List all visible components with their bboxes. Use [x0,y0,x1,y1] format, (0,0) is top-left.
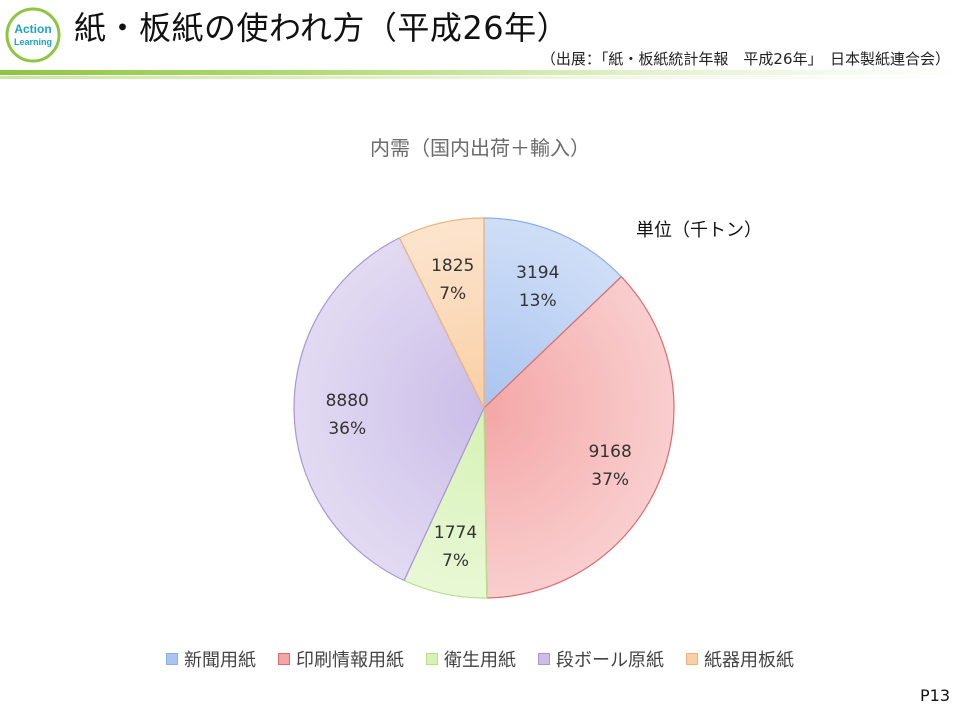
legend-item-sanitary: 衛生用紙 [426,646,516,672]
source-citation: （出展：「紙・板紙統計年報 平成26年」 日本製紙連合会） [540,50,950,68]
pie-slice-printing-info [483,275,675,599]
legend-item-paperboard: 紙器用板紙 [686,646,794,672]
legend-label-newsprint: 新聞用紙 [184,650,256,671]
pie-slice-newsprint [483,217,623,410]
legend-item-newsprint: 新聞用紙 [166,646,256,672]
slice-value-label-paperboard: 1825 [431,256,474,276]
legend-swatch-printing-info [278,653,290,665]
slice-percent-label-paperboard: 7% [439,284,466,304]
chart-title: 内需（国内出荷＋輸入） [370,136,590,160]
legend-item-corrugated: 段ボール原紙 [538,646,664,672]
pie-slice-paperboard [398,217,485,409]
legend-label-printing-info: 印刷情報用紙 [296,650,404,671]
chart-legend: 新聞用紙 印刷情報用紙 衛生用紙 段ボール原紙 紙器用板紙 [0,646,960,672]
legend-label-corrugated: 段ボール原紙 [556,650,664,671]
pie-slice-corrugated [293,237,485,582]
slice-value-label-corrugated: 8880 [326,391,369,411]
slice-value-label-sanitary: 1774 [434,523,477,543]
legend-swatch-newsprint [166,653,178,665]
header-divider [0,70,960,79]
slice-percent-label-corrugated: 36% [328,419,366,439]
legend-label-paperboard: 紙器用板紙 [704,650,794,671]
action-learning-logo: Action Learning [5,7,61,63]
svg-text:Learning: Learning [14,37,52,47]
legend-item-printing-info: 印刷情報用紙 [278,646,404,672]
legend-swatch-paperboard [686,653,698,665]
legend-swatch-corrugated [538,653,550,665]
slice-percent-label-sanitary: 7% [442,551,469,571]
slice-percent-label-printing-info: 37% [591,470,629,490]
slice-percent-label-newsprint: 13% [519,291,557,311]
page-title: 紙・板紙の使われ方（平成26年） [74,9,570,47]
unit-label: 単位（千トン） [636,220,762,241]
slice-value-label-printing-info: 9168 [589,442,632,462]
legend-swatch-sanitary [426,653,438,665]
svg-text:Action: Action [14,22,51,36]
slice-value-label-newsprint: 3194 [516,263,559,283]
legend-label-sanitary: 衛生用紙 [444,650,516,671]
page-number: P13 [919,686,950,705]
